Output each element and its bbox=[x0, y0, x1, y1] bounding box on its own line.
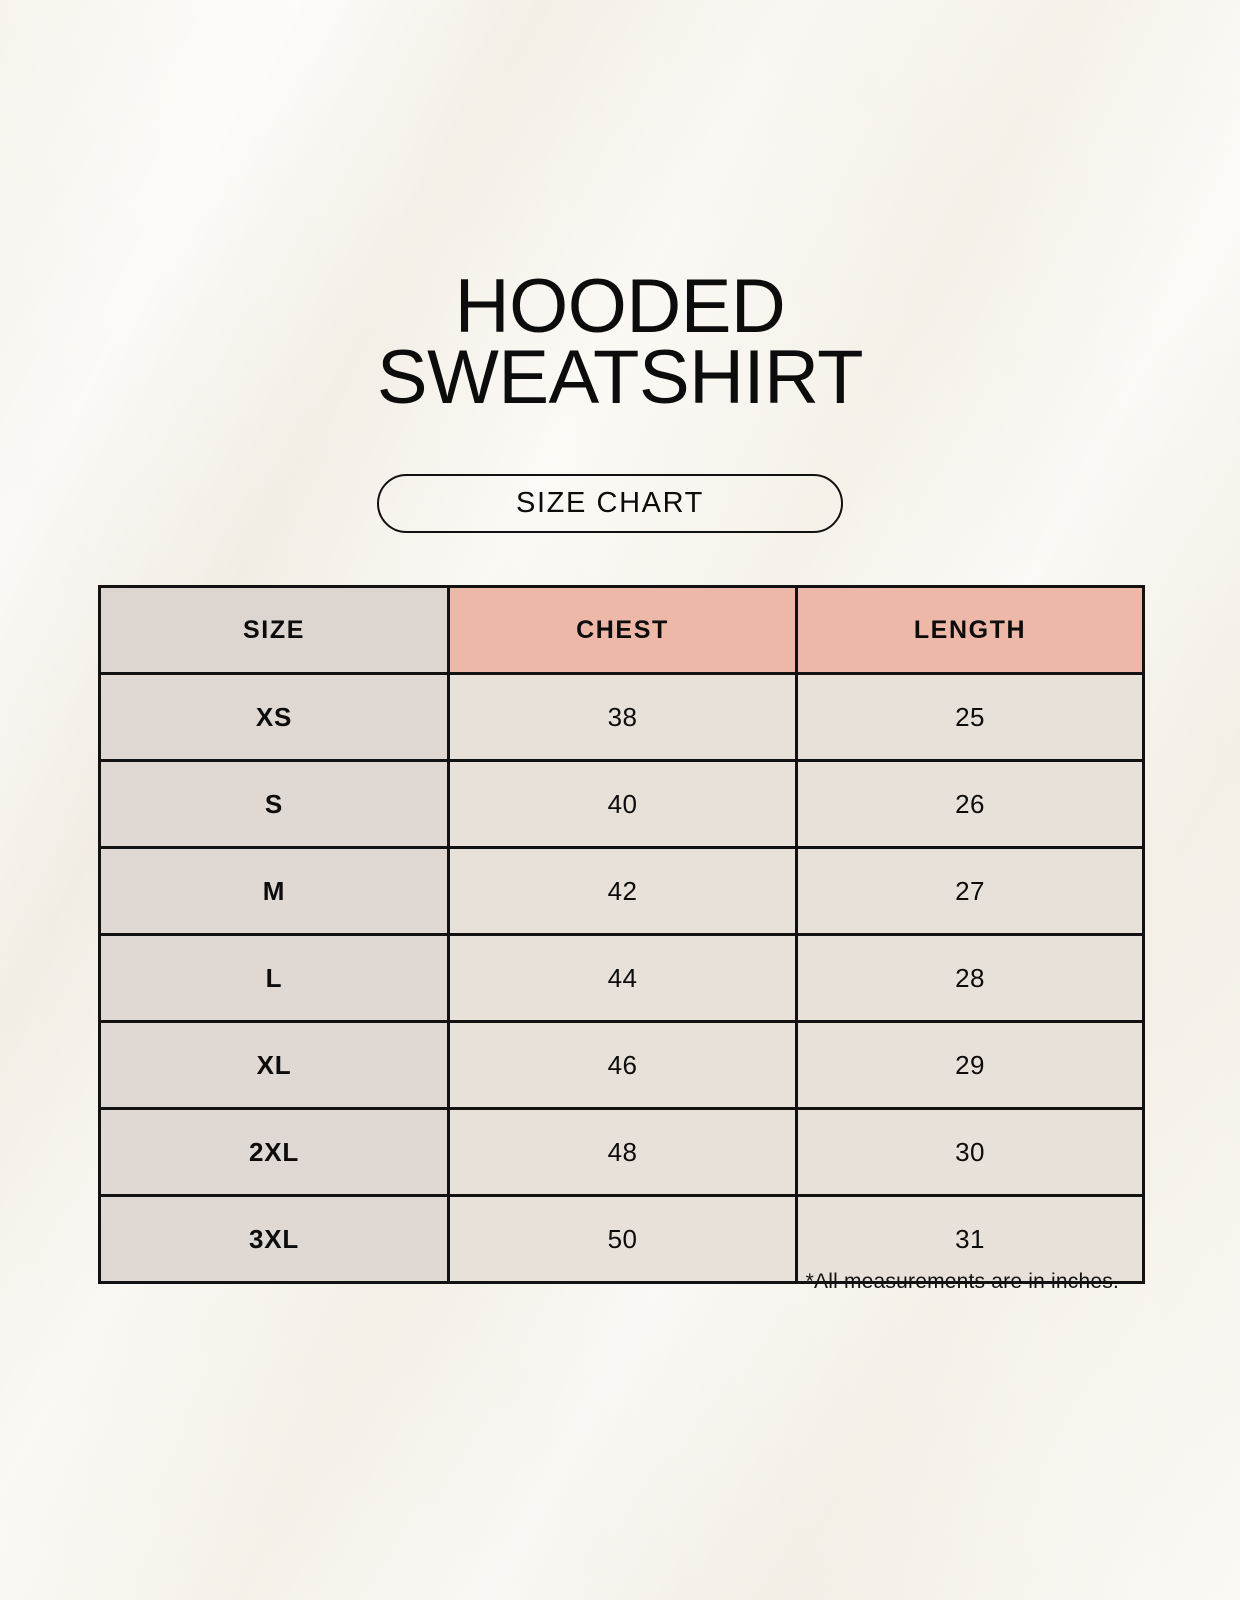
cell-size: XL bbox=[98, 1020, 450, 1110]
cell-length: 28 bbox=[795, 933, 1145, 1023]
page-title: HOODED SWEATSHIRT bbox=[376, 264, 864, 420]
size-chart-table: SIZE CHEST LENGTH XS 38 25 S 40 26 M 42 … bbox=[98, 585, 1145, 1284]
cell-length: 30 bbox=[795, 1107, 1145, 1197]
table-row: XS 38 25 bbox=[98, 672, 1145, 762]
table-row: XL 46 29 bbox=[98, 1020, 1145, 1110]
size-chart-badge: SIZE CHART bbox=[377, 474, 843, 533]
cell-chest: 38 bbox=[447, 672, 798, 762]
cell-chest: 42 bbox=[447, 846, 798, 936]
table-row: S 40 26 bbox=[98, 759, 1145, 849]
measurement-unit-footnote: *All measurements are in inches. bbox=[805, 1270, 1119, 1293]
table-row: M 42 27 bbox=[98, 846, 1145, 936]
cell-chest: 46 bbox=[447, 1020, 798, 1110]
cell-length: 29 bbox=[795, 1020, 1145, 1110]
size-chart-badge-label: SIZE CHART bbox=[516, 487, 704, 519]
cell-length: 27 bbox=[795, 846, 1145, 936]
table-row: 2XL 48 30 bbox=[98, 1107, 1145, 1197]
column-header-length: LENGTH bbox=[795, 585, 1145, 675]
cell-size: L bbox=[98, 933, 450, 1023]
cell-chest: 48 bbox=[447, 1107, 798, 1197]
cell-chest: 44 bbox=[447, 933, 798, 1023]
table-row: L 44 28 bbox=[98, 933, 1145, 1023]
column-header-size: SIZE bbox=[98, 585, 450, 675]
table-header-row: SIZE CHEST LENGTH bbox=[98, 585, 1145, 675]
cell-length: 25 bbox=[795, 672, 1145, 762]
cell-chest: 40 bbox=[447, 759, 798, 849]
cell-size: S bbox=[98, 759, 450, 849]
cell-size: M bbox=[98, 846, 450, 936]
column-header-chest: CHEST bbox=[447, 585, 798, 675]
cell-length: 26 bbox=[795, 759, 1145, 849]
cell-size: XS bbox=[98, 672, 450, 762]
cell-size: 2XL bbox=[98, 1107, 450, 1197]
